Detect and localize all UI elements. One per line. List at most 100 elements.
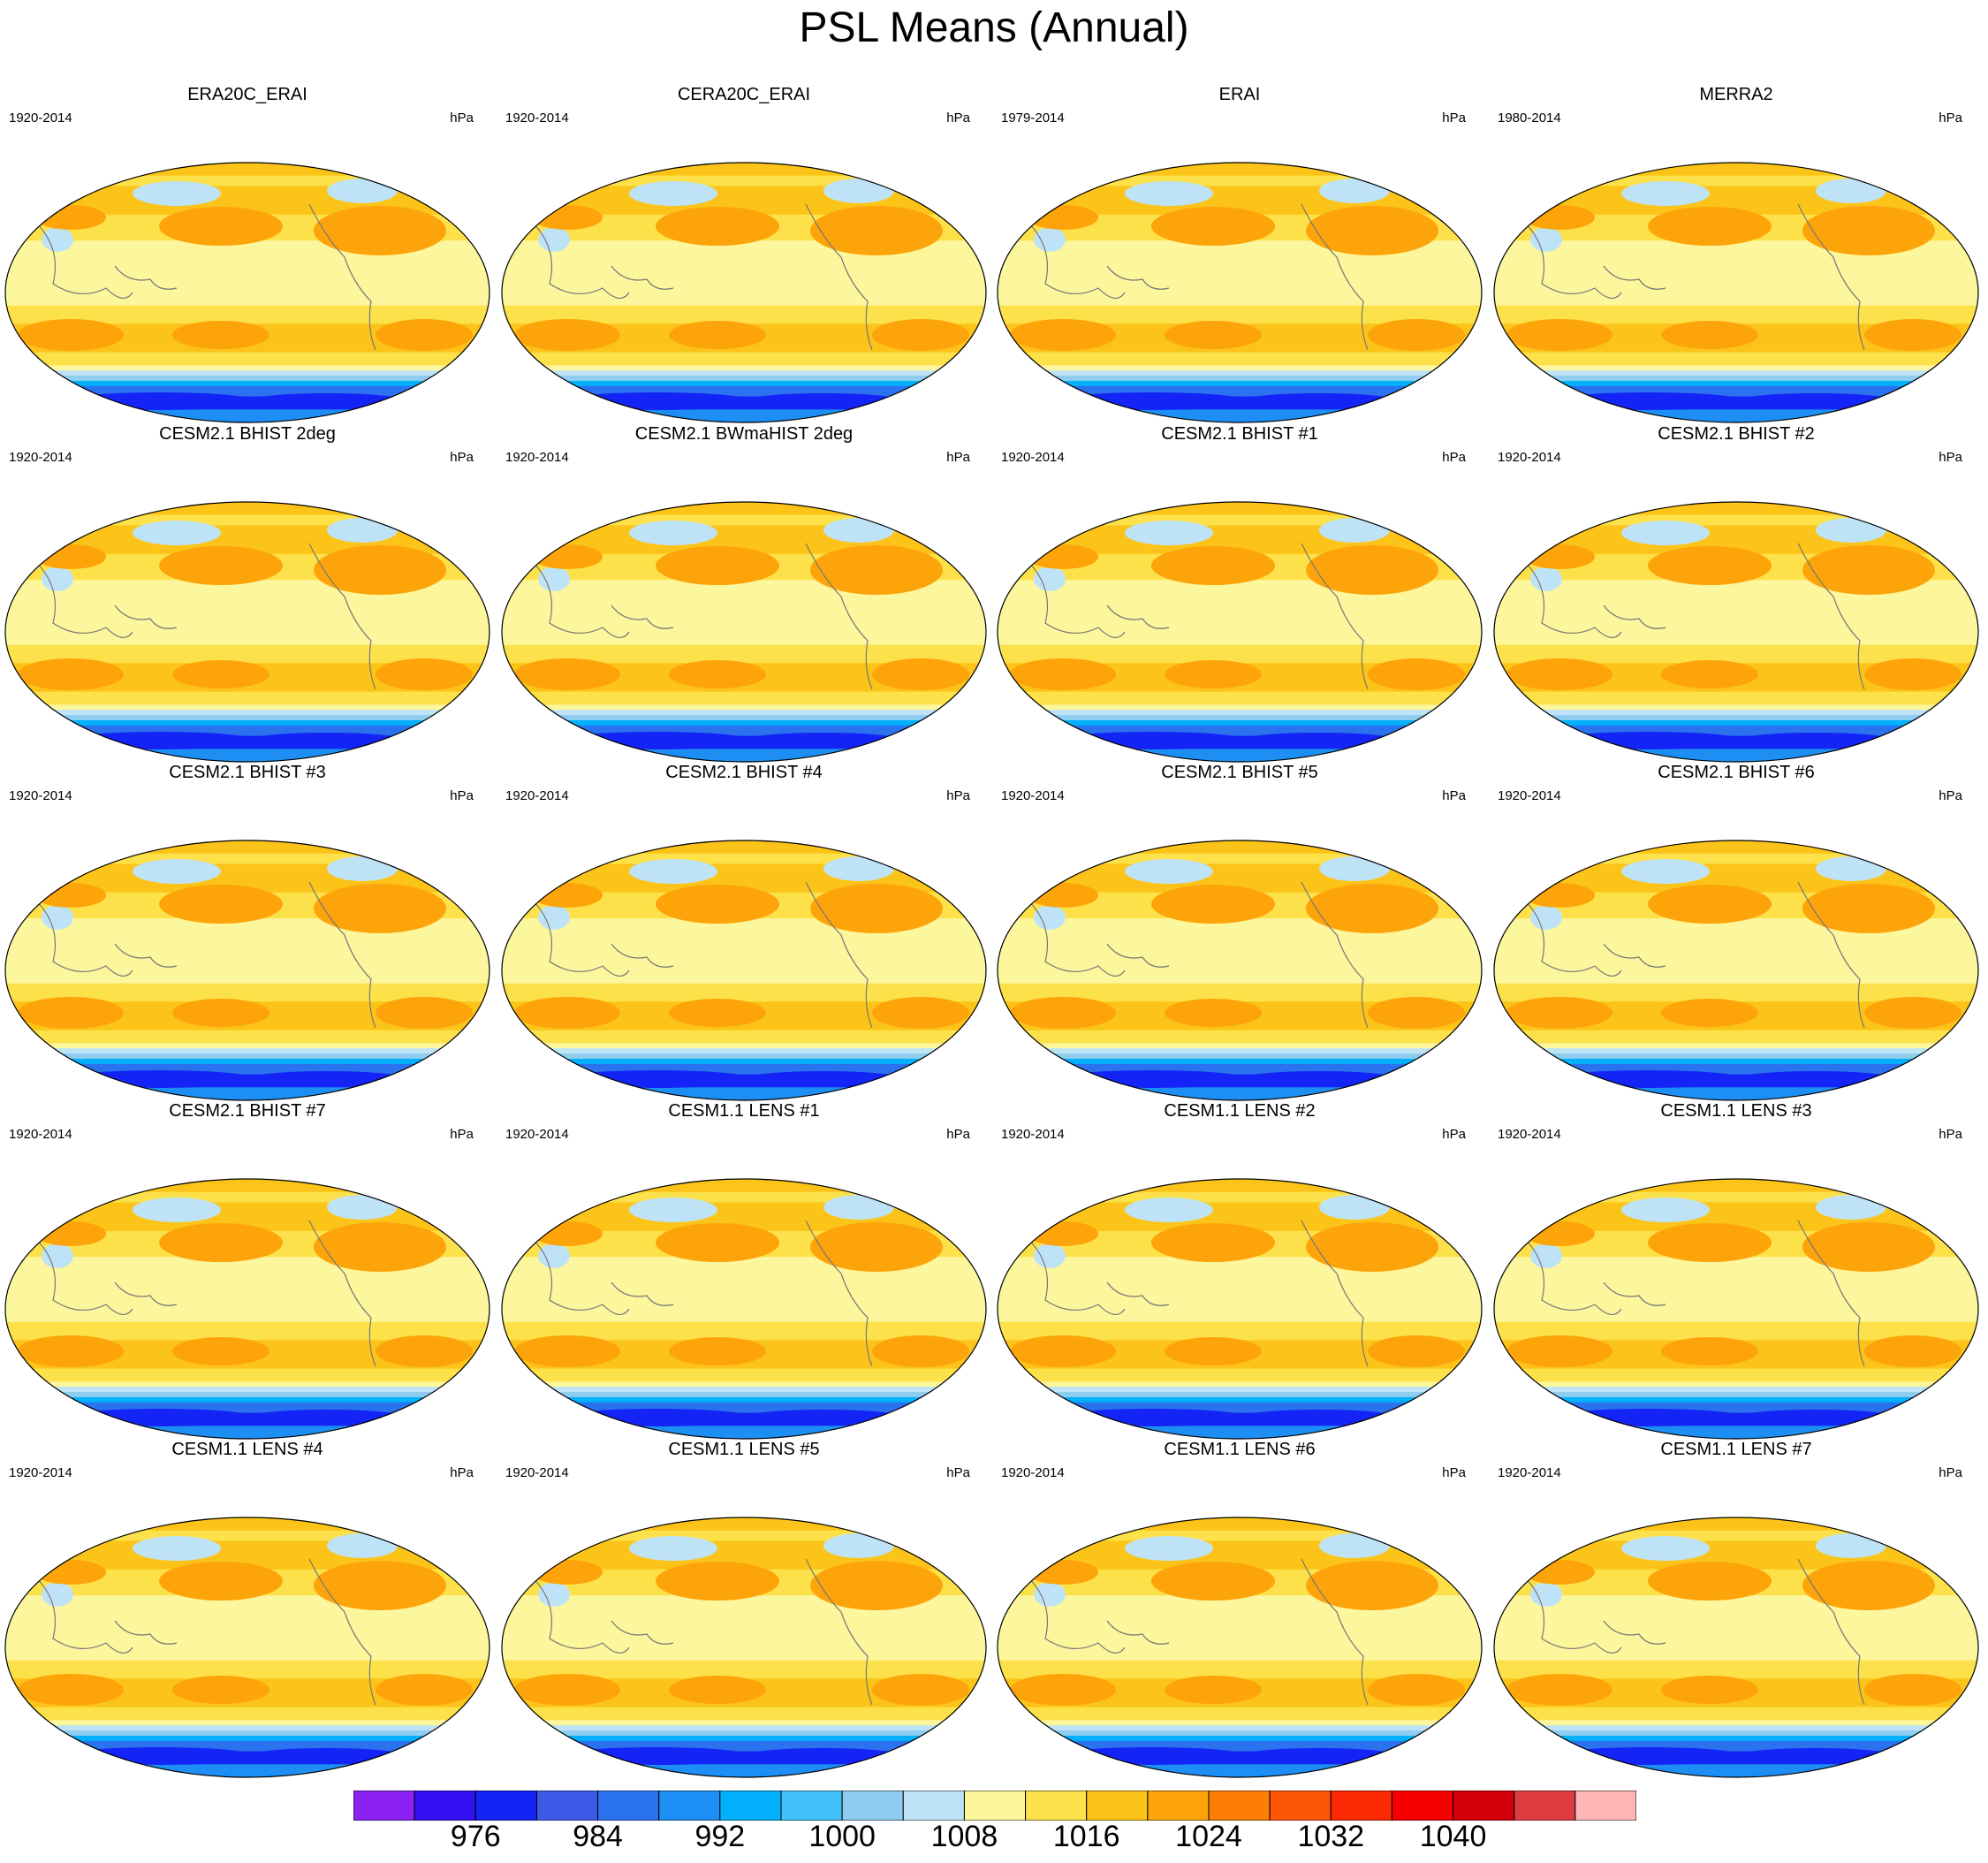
pressure-cell (514, 319, 620, 351)
pressure-band (5, 502, 489, 516)
pressure-band (998, 163, 1482, 177)
pressure-cell (514, 1674, 620, 1706)
pressure-band (502, 853, 986, 864)
pressure-band (998, 1058, 1482, 1065)
pressure-band (502, 365, 986, 371)
map-border (4, 1517, 490, 1778)
pressure-cell (62, 392, 256, 410)
pressure-cell (327, 518, 398, 543)
coastline (531, 1558, 873, 1706)
coastline (1523, 1220, 1865, 1367)
panel-title: ERAI (1218, 85, 1261, 104)
colorbar-box (414, 1791, 476, 1821)
panel-period: 1920-2014 (1498, 788, 1561, 803)
pressure-cell (532, 883, 603, 908)
pressure-cell (1524, 1560, 1595, 1585)
pressure-band (1494, 725, 1978, 737)
coastline (1523, 1558, 1865, 1706)
pressure-band (502, 1426, 986, 1439)
pressure-cell (1054, 1747, 1248, 1765)
pressure-cell (1240, 1410, 1399, 1426)
map-panel: CESM2.1 BHIST #2 1920-2014 hPa (1489, 423, 1984, 763)
panel-units: hPa (946, 1465, 970, 1480)
pressure-band (5, 1725, 489, 1731)
pressure-cell (247, 1071, 406, 1087)
colorbar-label: 1032 (1297, 1820, 1365, 1853)
pressure-band (502, 691, 986, 705)
pressure-cell (1802, 545, 1935, 595)
panel-title: CESM2.1 BHIST #3 (169, 763, 326, 782)
coastline (1027, 1220, 1369, 1367)
pressure-cell (669, 660, 766, 688)
pressure-band (1494, 1730, 1978, 1737)
panel-units: hPa (450, 450, 474, 465)
pressure-band (5, 1191, 489, 1203)
pressure-band (1494, 1058, 1978, 1065)
map-panel: CESM1.1 LENS #7 1920-2014 hPa (1489, 1439, 1984, 1778)
pressure-band (1494, 409, 1978, 422)
pressure-cell (1125, 1198, 1213, 1222)
pressure-cell (247, 393, 406, 409)
pressure-cell (656, 1223, 779, 1262)
panel-period: 1920-2014 (9, 788, 72, 803)
pressure-band (998, 1179, 1482, 1193)
psl-map (501, 501, 987, 763)
pressure-band (998, 1392, 1482, 1398)
pressure-cell (42, 1582, 73, 1607)
panel-units: hPa (1939, 450, 1962, 465)
pressure-band (502, 380, 986, 387)
map-panel: CESM1.1 LENS #2 1920-2014 hPa (992, 1100, 1487, 1440)
pressure-cell (1028, 883, 1098, 908)
pressure-cell (42, 227, 73, 252)
colorbar-box (719, 1791, 782, 1821)
map-panel: CESM2.1 BHIST #3 1920-2014 hPa (0, 762, 495, 1101)
pressure-cell (1736, 733, 1895, 749)
pressure-cell (629, 1536, 717, 1561)
pressure-band (502, 1730, 986, 1737)
pressure-cell (133, 1198, 221, 1222)
pressure-band (1494, 749, 1978, 762)
psl-map (501, 840, 987, 1101)
pressure-band (5, 1740, 489, 1753)
pressure-band (502, 710, 986, 716)
map-panel: ERAI 1979-2014 hPa (992, 84, 1487, 423)
pressure-cell (1648, 1562, 1772, 1601)
pressure-band (502, 1368, 986, 1382)
pressure-cell (669, 1337, 766, 1365)
pressure-cell (376, 658, 473, 690)
pressure-band (5, 380, 489, 387)
colorbar (353, 1791, 1636, 1821)
panel-title: CESM1.1 LENS #3 (1660, 1101, 1812, 1121)
pressure-band (1494, 704, 1978, 711)
panel-units: hPa (946, 788, 970, 803)
pressure-band (998, 1402, 1482, 1414)
panel-title: CESM2.1 BWmaHIST 2deg (634, 424, 854, 444)
pressure-cell (159, 1223, 283, 1262)
map-panels-grid: ERA20C_ERAI 1920-2014 hPa CERA20C_ERAI 1920-… (0, 84, 1984, 1778)
map-border (997, 840, 1483, 1101)
pressure-band (998, 352, 1482, 366)
pressure-cell (823, 1195, 894, 1220)
pressure-cell (133, 521, 221, 545)
panel-period: 1920-2014 (1498, 450, 1561, 465)
pressure-band (502, 1321, 986, 1341)
pressure-cell (133, 859, 221, 884)
pressure-cell (62, 1409, 256, 1426)
pressure-cell (18, 1335, 124, 1367)
pressure-cell (1368, 1674, 1465, 1706)
coastline (531, 1220, 873, 1367)
pressure-band (1494, 370, 1978, 376)
pressure-band (998, 1517, 1482, 1532)
pressure-cell (538, 905, 570, 930)
pressure-cell (1816, 1195, 1886, 1220)
pressure-cell (669, 1676, 766, 1704)
pressure-band (502, 1517, 986, 1532)
pressure-band (502, 1707, 986, 1721)
pressure-cell (514, 997, 620, 1029)
pressure-band (502, 719, 986, 726)
pressure-cell (1368, 319, 1465, 351)
pressure-cell (18, 997, 124, 1029)
pressure-band (998, 1321, 1482, 1341)
pressure-cell (314, 206, 446, 255)
pressure-cell (1010, 1674, 1116, 1706)
